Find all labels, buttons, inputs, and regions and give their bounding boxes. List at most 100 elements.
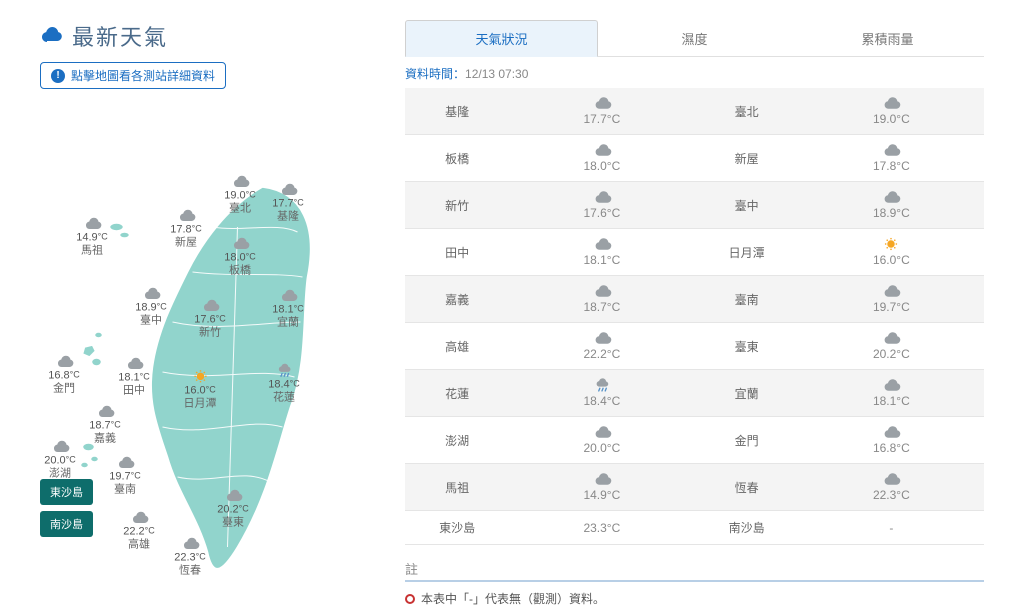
map-station[interactable]: 20.2°C臺東: [217, 488, 249, 529]
cell-temp: 18.0°C: [583, 159, 620, 173]
station-name: 臺北: [224, 203, 256, 216]
cell-location[interactable]: 恆春: [694, 464, 798, 511]
map-station[interactable]: 18.4°C花蓮: [268, 363, 300, 404]
map-station[interactable]: 17.7°C基隆: [272, 182, 304, 223]
map-station[interactable]: 20.0°C澎湖: [44, 439, 76, 480]
cloudy-icon: [591, 237, 613, 251]
info-icon: !: [51, 69, 65, 83]
cell-temp: 18.1°C: [583, 253, 620, 267]
map-station[interactable]: 18.0°C板橋: [224, 236, 256, 277]
island-button-nansha[interactable]: 南沙島: [40, 511, 93, 537]
station-temp: 22.3°C: [174, 551, 206, 564]
tab-rainfall[interactable]: 累積雨量: [791, 20, 984, 56]
island-buttons: 東沙島 南沙島: [40, 479, 93, 537]
cell-value: 20.0°C: [509, 417, 694, 464]
cell-location[interactable]: 臺南: [694, 276, 798, 323]
cell-location[interactable]: 臺東: [694, 323, 798, 370]
station-name: 臺南: [109, 484, 141, 497]
map-station[interactable]: 18.1°C宜蘭: [272, 288, 304, 329]
tab-humidity[interactable]: 濕度: [598, 20, 791, 56]
table-row: 田中 18.1°C 日月潭 16.0°C: [405, 229, 984, 276]
cloudy-icon: [278, 182, 298, 196]
cell-location[interactable]: 馬祖: [405, 464, 509, 511]
cell-location[interactable]: 東沙島: [405, 511, 509, 545]
cell-value: 17.7°C: [509, 88, 694, 135]
cell-temp: 18.9°C: [873, 206, 910, 220]
station-temp: 18.9°C: [135, 301, 167, 314]
taiwan-map[interactable]: 東沙島 南沙島 14.9°C馬祖 19.0°C臺北 17.7°C基隆 17.8°C新屋…: [40, 97, 385, 577]
cell-temp: 20.2°C: [873, 347, 910, 361]
map-station[interactable]: 18.1°C田中: [118, 356, 150, 397]
cell-temp: 17.8°C: [873, 159, 910, 173]
cloudy-icon: [141, 286, 161, 300]
page-title-row: 最新天氣: [40, 20, 385, 52]
cloudy-icon: [95, 404, 115, 418]
map-station[interactable]: 16.8°C金門: [48, 354, 80, 395]
note-heading: 註: [405, 559, 984, 582]
cloudy-icon: [591, 284, 613, 298]
map-station[interactable]: 22.2°C高雄: [123, 510, 155, 551]
map-station[interactable]: 18.7°C嘉義: [89, 404, 121, 445]
station-temp: 17.6°C: [194, 313, 226, 326]
cell-location[interactable]: 澎湖: [405, 417, 509, 464]
map-station[interactable]: 14.9°C馬祖: [76, 216, 108, 257]
cell-location[interactable]: 新竹: [405, 182, 509, 229]
station-temp: 20.0°C: [44, 454, 76, 467]
map-station[interactable]: 18.9°C臺中: [135, 286, 167, 327]
tab-weather[interactable]: 天氣狀況: [405, 20, 598, 57]
cell-location[interactable]: 南沙島: [694, 511, 798, 545]
station-temp: 14.9°C: [76, 231, 108, 244]
cell-location[interactable]: 臺中: [694, 182, 798, 229]
cell-temp: 17.6°C: [583, 206, 620, 220]
cloudy-icon: [880, 472, 902, 486]
cell-location[interactable]: 花蓮: [405, 370, 509, 417]
island-button-dongsha[interactable]: 東沙島: [40, 479, 93, 505]
map-station[interactable]: 19.7°C臺南: [109, 455, 141, 496]
cell-temp: 18.1°C: [873, 394, 910, 408]
station-name: 新竹: [194, 327, 226, 340]
cell-value: 16.8°C: [799, 417, 984, 464]
cell-location[interactable]: 金門: [694, 417, 798, 464]
sunny-icon: [880, 237, 902, 251]
map-station[interactable]: 17.8°C新屋: [170, 208, 202, 249]
map-station[interactable]: 16.0°C日月潭: [184, 369, 217, 410]
cloudy-icon: [880, 425, 902, 439]
cell-value: 17.8°C: [799, 135, 984, 182]
tabs: 天氣狀況 濕度 累積雨量: [405, 20, 984, 57]
cell-temp: 16.0°C: [873, 253, 910, 267]
cell-temp: -: [889, 521, 893, 535]
cell-location[interactable]: 新屋: [694, 135, 798, 182]
cell-location[interactable]: 高雄: [405, 323, 509, 370]
cell-location[interactable]: 田中: [405, 229, 509, 276]
cloudy-icon: [129, 510, 149, 524]
cell-location[interactable]: 板橋: [405, 135, 509, 182]
station-temp: 18.1°C: [118, 371, 150, 384]
cell-location[interactable]: 宜蘭: [694, 370, 798, 417]
cell-location[interactable]: 嘉義: [405, 276, 509, 323]
map-station[interactable]: 22.3°C恆春: [174, 536, 206, 577]
map-station[interactable]: 19.0°C臺北: [224, 174, 256, 215]
station-temp: 19.0°C: [224, 189, 256, 202]
station-temp: 19.7°C: [109, 470, 141, 483]
cloudy-icon: [591, 425, 613, 439]
station-temp: 18.4°C: [268, 378, 300, 391]
map-hint[interactable]: ! 點擊地圖看各測站詳細資料: [40, 62, 226, 89]
station-name: 金門: [48, 383, 80, 396]
cell-location[interactable]: 日月潭: [694, 229, 798, 276]
map-station[interactable]: 17.6°C新竹: [194, 298, 226, 339]
cloudy-icon: [880, 284, 902, 298]
table-row: 花蓮 18.4°C 宜蘭 18.1°C: [405, 370, 984, 417]
station-temp: 17.7°C: [272, 197, 304, 210]
cloudy-icon: [180, 536, 200, 550]
station-name: 高雄: [123, 539, 155, 552]
cell-location[interactable]: 基隆: [405, 88, 509, 135]
cell-temp: 18.4°C: [583, 394, 620, 408]
station-temp: 18.1°C: [272, 303, 304, 316]
station-name: 基隆: [272, 211, 304, 224]
cloud-icon: [40, 24, 64, 48]
cloudy-icon: [230, 174, 250, 188]
cell-location[interactable]: 臺北: [694, 88, 798, 135]
cloudy-icon: [880, 190, 902, 204]
cell-value: 19.0°C: [799, 88, 984, 135]
observation-time: 資料時間：12/13 07:30: [405, 65, 984, 82]
